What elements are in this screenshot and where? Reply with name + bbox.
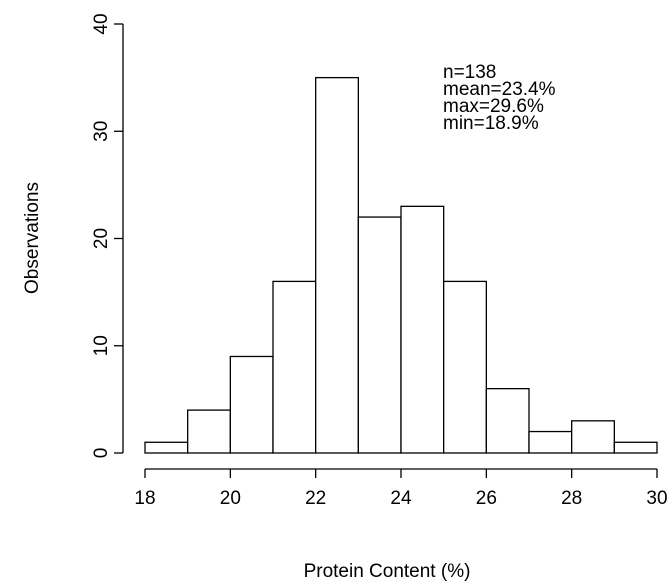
annotation-line-2: max=29.6% [443,96,544,117]
x-tick-label-2: 22 [305,488,326,509]
x-tick-label-4: 26 [476,488,497,509]
x-tick-label-1: 20 [220,488,241,509]
x-axis-title: Protein Content (%) [304,561,471,582]
histogram-bar-4 [315,76,359,454]
histogram-bar-11 [613,441,658,454]
histogram-bar-3 [272,280,317,454]
axes-group: 0 10 20 30 40 18 20 22 24 26 28 30 [91,13,668,509]
annotation-line-3: min=18.9% [443,113,539,134]
histogram-bar-5 [357,216,402,454]
histogram-bar-6 [400,205,445,454]
y-tick-label-0: 0 [91,448,112,459]
annotation-line-1: mean=23.4% [443,79,556,100]
x-tick-label-6: 30 [646,488,667,509]
x-tick-label-0: 18 [134,488,155,509]
y-tick-label-1: 10 [91,335,112,356]
x-tick-label-5: 28 [561,488,582,509]
histogram-bar-7 [443,280,487,454]
histogram-bar-8 [485,387,530,454]
y-tick-label-3: 30 [91,121,112,142]
y-axis-title: Observations [22,182,43,294]
histogram-bar-1 [187,409,231,454]
histogram-bar-10 [571,420,615,454]
histogram-bar-2 [229,355,274,454]
histogram-bar-0 [144,441,189,454]
bars-group [144,76,658,454]
y-tick-label-4: 40 [91,13,112,34]
histogram-bar-9 [528,430,573,454]
y-tick-label-2: 20 [91,228,112,249]
x-tick-label-3: 24 [390,488,412,509]
annotation-line-0: n=138 [443,62,496,83]
